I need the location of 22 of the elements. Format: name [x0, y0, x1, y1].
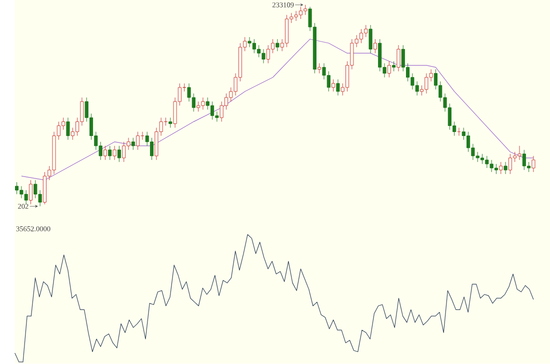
candlestick: [392, 61, 396, 72]
candlestick: [387, 61, 391, 78]
candlestick: [336, 79, 340, 96]
candlestick: [103, 146, 108, 160]
candlestick: [504, 162, 508, 174]
candlestick: [117, 146, 121, 162]
candlestick: [136, 132, 140, 150]
candlestick: [108, 146, 112, 160]
candlestick: [66, 117, 70, 140]
candlestick: [396, 44, 400, 72]
candlestick: [373, 38, 377, 54]
candlestick: [276, 38, 280, 52]
candlestick: [332, 79, 336, 92]
candlestick: [368, 24, 372, 54]
candlestick: [532, 156, 536, 172]
candlestick: [499, 162, 503, 174]
candlestick: [112, 146, 116, 160]
candlestick: [318, 63, 322, 74]
candlestick: [28, 180, 33, 205]
candlestick: [131, 138, 135, 150]
candlestick: [150, 138, 154, 160]
candlestick: [168, 117, 172, 128]
